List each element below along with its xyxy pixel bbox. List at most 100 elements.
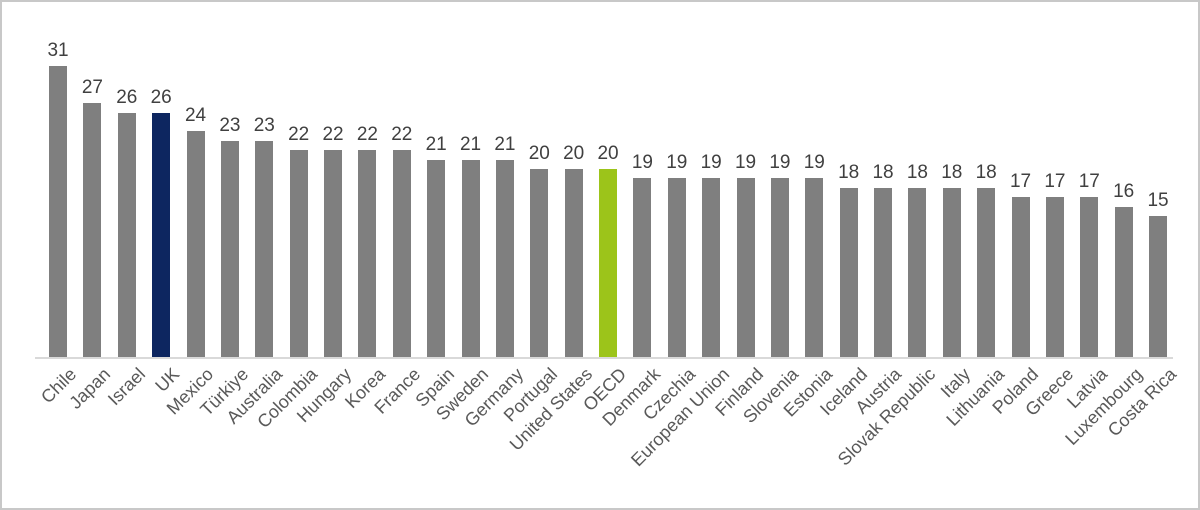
bar-column-germany: 21 Germany — [461, 2, 527, 431]
bar-slovenia — [770, 178, 789, 357]
bar-value-label: 22 — [322, 124, 344, 146]
bar-column-colombia: 22 Colombia — [253, 2, 321, 432]
bar-united-states — [564, 169, 583, 357]
bar-value-label: 19 — [666, 152, 688, 174]
bar-austria — [874, 187, 892, 357]
bar-value-label: 17 — [1009, 171, 1032, 193]
bar-finland — [736, 178, 755, 357]
bar-germany — [495, 159, 514, 357]
bar-korea — [358, 150, 377, 357]
bar-value-label: 27 — [81, 77, 103, 99]
bar-spain — [427, 159, 446, 357]
bar-uk — [152, 112, 171, 357]
bar-column-estonia: 19 Estonia — [780, 2, 837, 420]
bar-column-slovak-republic: 18 Slovak Republic — [834, 2, 939, 470]
bar-value-label: 17 — [1044, 171, 1066, 193]
bar-poland — [1011, 197, 1030, 357]
bar-column-iceland: 18 Iceland — [816, 2, 871, 419]
bar-column-austria: 18 Austria — [851, 2, 905, 418]
bar-chile — [49, 65, 67, 357]
bar-t-rkiye — [220, 140, 239, 357]
bar-column-portugal: 20 Portugal — [500, 2, 562, 426]
bar-value-label: 19 — [734, 152, 757, 174]
bar-column-oecd: 20 OECD — [579, 2, 630, 415]
bar-column-t-rkiye: 23 Türkiye — [196, 2, 252, 420]
bar-sweden — [461, 159, 480, 357]
bar-value-label: 22 — [288, 124, 310, 146]
bar-italy — [942, 187, 961, 357]
bar-column-australia: 23 Australia — [223, 2, 287, 428]
bar-lithuania — [977, 187, 996, 357]
bar-column-luxembourg: 16 Luxembourg — [1061, 2, 1146, 449]
bar-france — [392, 150, 411, 357]
bar-value-label: 18 — [838, 161, 860, 183]
bar-japan — [83, 103, 102, 357]
bar-chart-plot-area: 31 Chile 27 Japan 26 Israel 26 UK 24 Mexico 23 Türk… — [37, 2, 1180, 471]
bar-value-label: 26 — [116, 86, 138, 108]
bar-value-label: 22 — [356, 124, 378, 146]
bar-column-mexico: 24 Mexico — [163, 2, 217, 418]
bar-column-poland: 17 Poland — [989, 2, 1043, 418]
bar-column-korea: 22 Korea — [341, 2, 389, 412]
bar-value-label: 23 — [219, 114, 241, 136]
bar-column-spain: 21 Spain — [412, 2, 459, 411]
bar-column-denmark: 19 Denmark — [599, 2, 665, 429]
bar-luxembourg — [1114, 206, 1133, 357]
bar-colombia — [289, 150, 308, 357]
bar-costa-rica — [1149, 216, 1167, 357]
x-axis-label: Israel — [103, 364, 149, 410]
bar-column-hungary: 22 Hungary — [293, 2, 355, 426]
bar-value-label: 17 — [1078, 171, 1100, 193]
bar-greece — [1045, 197, 1064, 357]
bar-value-label: 26 — [150, 86, 172, 108]
bar-column-slovenia: 19 Slovenia — [739, 2, 802, 427]
bar-column-france: 22 France — [370, 2, 424, 418]
bar-hungary — [324, 150, 342, 357]
bar-value-label: 18 — [975, 161, 997, 183]
bar-column-chile: 31 Chile — [37, 2, 80, 408]
bar-column-european-union: 19 European Union — [627, 2, 733, 470]
bar-value-label: 21 — [425, 133, 447, 155]
bar-column-italy: 18 Italy — [936, 2, 973, 402]
x-axis-line — [35, 357, 1173, 359]
bar-denmark — [633, 178, 652, 357]
bar-value-label: 20 — [597, 143, 619, 164]
bar-portugal — [530, 169, 549, 357]
bar-oecd — [599, 169, 617, 357]
bar-column-czechia: 19 Czechia — [639, 2, 699, 424]
bar-column-sweden: 21 Sweden — [432, 2, 492, 425]
bar-value-label: 24 — [184, 105, 207, 127]
bar-value-label: 18 — [941, 161, 963, 183]
bar-latvia — [1080, 197, 1099, 357]
bar-value-label: 31 — [47, 39, 69, 61]
bar-european-union — [702, 178, 721, 357]
bar-value-label: 20 — [528, 143, 550, 164]
bar-value-label: 16 — [1113, 180, 1135, 202]
bar-column-uk: 26 UK — [150, 2, 184, 396]
bar-column-finland: 19 Finland — [712, 2, 768, 419]
bar-column-greece: 17 Greece — [1021, 2, 1077, 420]
bar-value-label: 19 — [769, 152, 791, 174]
bar-column-united-states: 20 United States — [505, 2, 596, 455]
bar-value-label: 18 — [872, 161, 894, 183]
bar-value-label: 22 — [391, 124, 413, 146]
bar-mexico — [186, 131, 205, 357]
bar-value-label: 19 — [803, 152, 825, 174]
bar-column-japan: 27 Japan — [66, 2, 115, 413]
bar-value-label: 18 — [906, 161, 928, 183]
bar-column-israel: 26 Israel — [104, 2, 149, 410]
bar-value-label: 19 — [700, 152, 722, 174]
bar-value-label: 21 — [494, 133, 516, 155]
bar-israel — [117, 112, 136, 357]
bar-value-label: 23 — [253, 114, 275, 136]
bar-value-label: 20 — [563, 143, 585, 164]
bar-iceland — [839, 187, 858, 357]
bar-column-costa-rica: 15 Costa Rica — [1104, 2, 1180, 440]
bar-estonia — [805, 178, 824, 357]
bar-column-lithuania: 18 Lithuania — [942, 2, 1008, 430]
bar-value-label: 21 — [459, 133, 482, 155]
bar-column-latvia: 17 Latvia — [1063, 2, 1111, 412]
bar-value-label: 15 — [1147, 190, 1169, 211]
bar-slovak-republic — [908, 187, 927, 357]
